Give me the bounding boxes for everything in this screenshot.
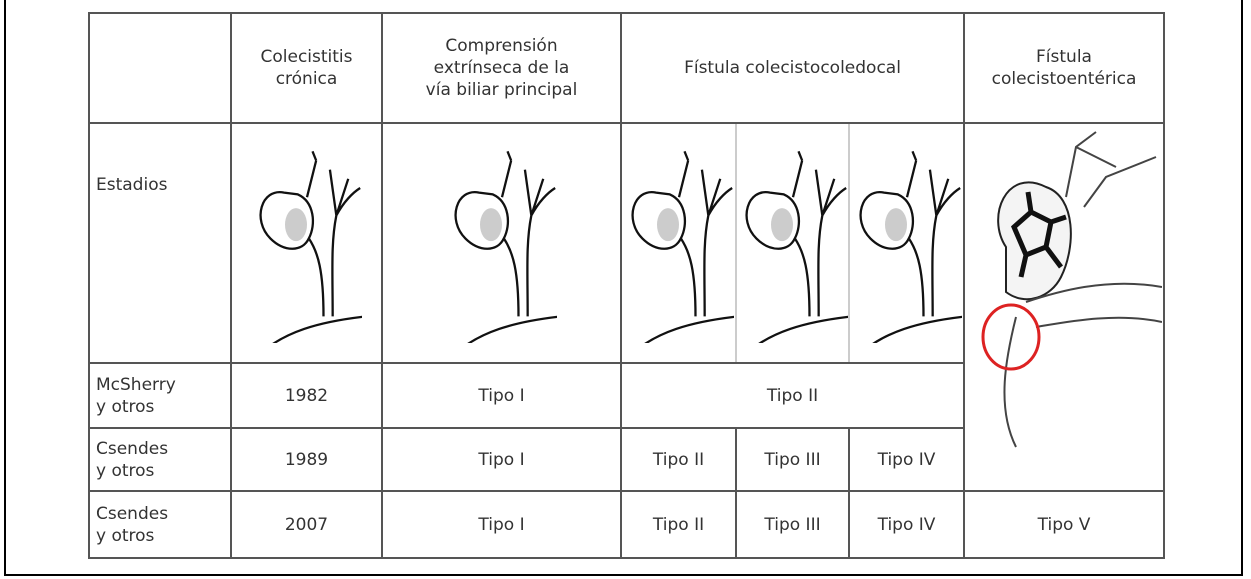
text: colecistoentérica: [991, 69, 1137, 89]
cell: Tipo III: [735, 490, 850, 559]
text: y otros: [96, 460, 155, 481]
text: vía biliar principal: [425, 80, 578, 100]
cell: Tipo IV: [847, 490, 966, 559]
illustration-cell: [230, 122, 383, 364]
text: Csendes: [96, 503, 169, 524]
illustration-cell: [847, 122, 966, 364]
row-label: Estadios: [88, 122, 232, 364]
cell: Tipo V: [963, 490, 1166, 559]
cell: 2007: [230, 490, 383, 559]
text: crónica: [275, 69, 338, 89]
text: Estadios: [96, 175, 168, 195]
classification-table: Colecistitis crónica Comprensión extrínsec…: [88, 12, 1166, 559]
cell: Tipo II: [620, 427, 737, 492]
empty-cell: [88, 12, 232, 124]
row-label: Csendes y otros: [88, 490, 232, 559]
illustration: [447, 143, 557, 343]
illustration: [624, 143, 734, 343]
cell: Tipo I: [381, 362, 622, 429]
illustration-cell: [735, 122, 850, 364]
cell: Tipo I: [381, 427, 622, 492]
frame: [4, 0, 1243, 576]
text: Colecistitis: [260, 47, 353, 67]
text: y otros: [96, 396, 155, 417]
cell: Tipo IV: [847, 427, 966, 492]
text: McSherry: [96, 374, 176, 395]
header-cell: Fístula colecistocoledocal: [619, 12, 966, 124]
text: Fístula: [1036, 47, 1092, 67]
cell: Tipo II: [619, 362, 966, 429]
row-label: Csendes y otros: [88, 427, 232, 492]
header-cell: Colecistitis crónica: [230, 12, 383, 124]
illustration-cell: [381, 122, 622, 364]
text: Comprensión: [445, 36, 558, 56]
illustration: [738, 143, 848, 343]
illustration: [252, 143, 362, 343]
cell: 1989: [230, 427, 383, 492]
illustration: [981, 131, 1163, 448]
illustration: [852, 143, 962, 343]
text: Fístula colecistocoledocal: [684, 58, 901, 78]
header-cell: Fístula colecistoentérica: [963, 12, 1166, 124]
text: Csendes: [96, 438, 169, 459]
cell: Tipo II: [620, 490, 737, 559]
row-label: McSherry y otros: [88, 362, 232, 429]
text: y otros: [96, 525, 155, 546]
illustration-cell: [620, 122, 737, 364]
cell: 1982: [230, 362, 383, 429]
illustration-cell: [963, 122, 1166, 492]
text: extrínseca de la: [433, 58, 570, 78]
cell: Tipo III: [735, 427, 850, 492]
header-cell: Comprensión extrínseca de la vía biliar pr…: [381, 12, 622, 124]
cell: Tipo I: [381, 490, 622, 559]
